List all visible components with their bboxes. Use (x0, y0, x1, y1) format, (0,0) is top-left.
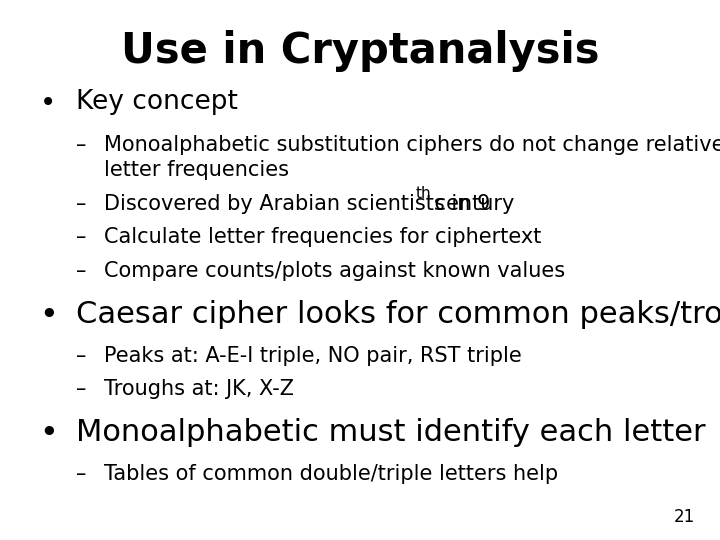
Text: Calculate letter frequencies for ciphertext: Calculate letter frequencies for ciphert… (104, 227, 541, 247)
Text: –: – (76, 227, 86, 247)
Text: –: – (76, 464, 86, 484)
Text: –: – (76, 346, 86, 366)
Text: –: – (76, 194, 86, 214)
Text: Use in Cryptanalysis: Use in Cryptanalysis (121, 30, 599, 72)
Text: 21: 21 (673, 509, 695, 526)
Text: –: – (76, 379, 86, 399)
Text: Monoalphabetic must identify each letter: Monoalphabetic must identify each letter (76, 418, 705, 447)
Text: –: – (76, 135, 86, 155)
Text: Troughs at: JK, X-Z: Troughs at: JK, X-Z (104, 379, 294, 399)
Text: Caesar cipher looks for common peaks/troughs: Caesar cipher looks for common peaks/tro… (76, 300, 720, 329)
Text: Compare counts/plots against known values: Compare counts/plots against known value… (104, 261, 565, 281)
Text: •: • (40, 418, 58, 449)
Text: •: • (40, 300, 58, 330)
Text: Peaks at: A-E-I triple, NO pair, RST triple: Peaks at: A-E-I triple, NO pair, RST tri… (104, 346, 522, 366)
Text: Monoalphabetic substitution ciphers do not change relative: Monoalphabetic substitution ciphers do n… (104, 135, 720, 155)
Text: •: • (40, 89, 56, 117)
Text: Discovered by Arabian scientists in 9: Discovered by Arabian scientists in 9 (104, 194, 491, 214)
Text: century: century (428, 194, 514, 214)
Text: Key concept: Key concept (76, 89, 238, 115)
Text: letter frequencies: letter frequencies (104, 160, 289, 180)
Text: Tables of common double/triple letters help: Tables of common double/triple letters h… (104, 464, 559, 484)
Text: th: th (415, 186, 431, 201)
Text: –: – (76, 261, 86, 281)
